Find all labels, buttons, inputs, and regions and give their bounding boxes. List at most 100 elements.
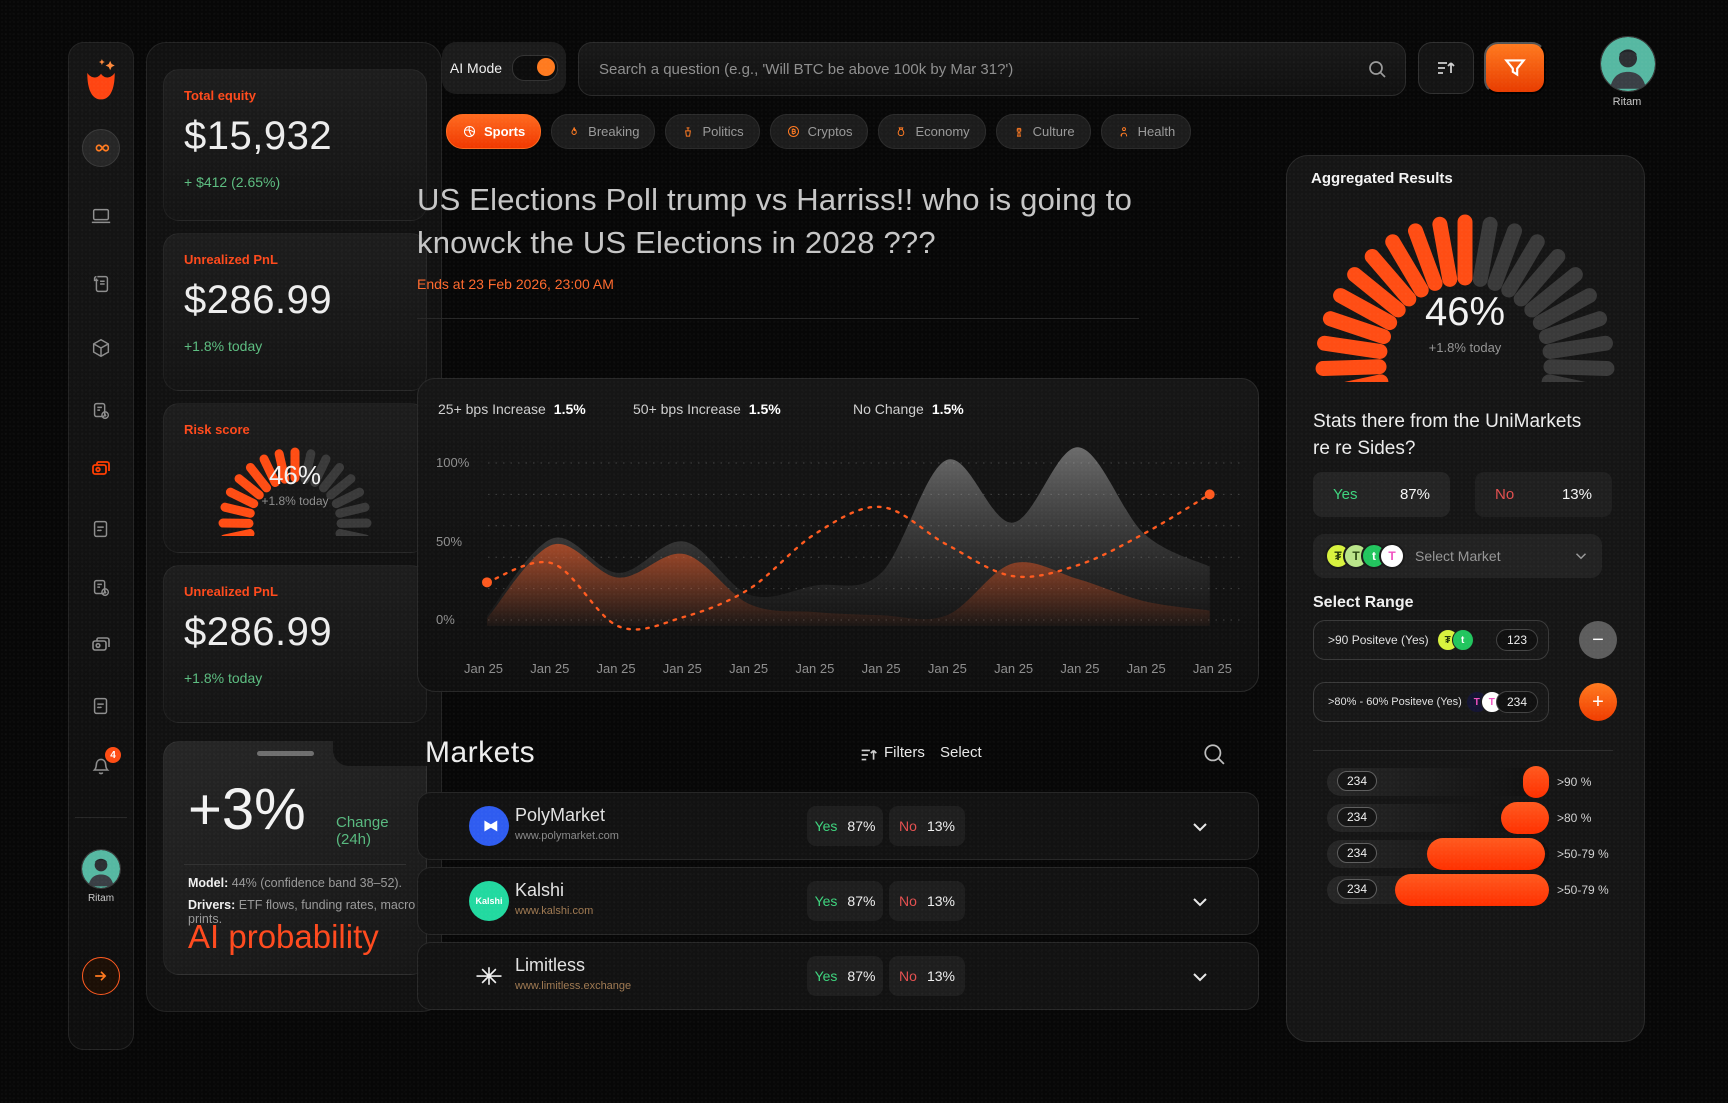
x-axis-label: Jan 25 <box>795 661 835 676</box>
legend-label: 50+ bps Increase <box>633 401 741 417</box>
nav-notifications[interactable]: 4 <box>89 747 121 777</box>
no-pill[interactable]: No 13% <box>889 881 965 921</box>
chip-cryptos[interactable]: Cryptos <box>769 114 869 149</box>
market-name: Kalshi <box>515 880 565 900</box>
bar-count: 234 <box>1337 879 1378 899</box>
risk-score-card[interactable]: Risk score 46% +1.8% today <box>163 403 427 553</box>
market-row-limitless[interactable]: Limitless www.limitless.exchange Yes 87%… <box>417 942 1259 1010</box>
unrealized-pnl-card[interactable]: Unrealized PnL $286.99 +1.8% today <box>163 233 427 391</box>
aggregated-heading: Aggregated Results <box>1311 170 1453 187</box>
aggregated-yes-button[interactable]: Yes 87% <box>1313 472 1450 517</box>
brand-logo[interactable] <box>79 57 123 107</box>
avatar-image <box>1601 37 1655 91</box>
unrealized-pnl-card-2[interactable]: Unrealized PnL $286.99 +1.8% today <box>163 565 427 723</box>
ai-probability-card[interactable]: +3% Change (24h) Model: 44% (confidence … <box>163 741 427 975</box>
market-url[interactable]: www.polymarket.com <box>515 830 619 842</box>
markets-select-button[interactable]: Select <box>940 744 982 761</box>
chevron-down-icon[interactable] <box>1188 965 1212 989</box>
nav-reports[interactable] <box>90 518 112 540</box>
markets-heading: Markets <box>425 736 536 769</box>
chip-economy[interactable]: Economy <box>878 114 986 149</box>
sort-button[interactable] <box>1418 42 1474 94</box>
drivers-label: Drivers: <box>188 898 236 912</box>
range-bar-row: 234 >50-79 % <box>1287 838 1644 870</box>
chip-label: Breaking <box>588 124 640 139</box>
cards-icon <box>92 461 110 475</box>
chip-sports[interactable]: Sports <box>446 114 542 149</box>
no-label: No <box>899 818 917 834</box>
remove-range-button[interactable]: − <box>1579 621 1617 659</box>
market-row-kalshi[interactable]: Kalshi Kalshi www.kalshi.com Yes 87% No … <box>417 867 1259 935</box>
gauge-value: 46% <box>1424 290 1506 334</box>
nav-wallet[interactable] <box>89 633 113 657</box>
sidebar-avatar[interactable] <box>81 849 121 889</box>
add-range-button[interactable]: + <box>1579 683 1617 721</box>
logout-button[interactable] <box>82 957 120 995</box>
bar-fill <box>1501 802 1549 834</box>
yes-label: Yes <box>814 968 838 984</box>
drag-handle[interactable] <box>257 751 314 756</box>
yes-value: 87% <box>847 893 876 909</box>
range-bar-row: 234 >50-79 % <box>1287 874 1644 906</box>
divider <box>1313 750 1613 751</box>
probability-chart-card: 25+ bps Increase 1.5% 50+ bps Increase 1… <box>417 378 1259 692</box>
range-row-90[interactable]: >90 Positeve (Yes) ₮ t 123 <box>1313 620 1549 660</box>
no-label: No <box>1495 486 1515 503</box>
nav-positions-active[interactable] <box>89 457 113 481</box>
nav-infinity[interactable] <box>82 129 120 167</box>
card-delta: + $412 (2.65%) <box>184 174 281 190</box>
aggregated-results-panel: Aggregated Results 46% +1.8% today Stats… <box>1286 155 1645 1042</box>
laptop-icon <box>91 208 111 224</box>
yes-pill[interactable]: Yes 87% <box>807 806 883 846</box>
legend-item: 50+ bps Increase 1.5% <box>633 401 781 417</box>
range-row-80-60[interactable]: >80% - 60% Positeve (Yes) T T 234 <box>1313 682 1549 722</box>
bar-fill <box>1426 838 1545 870</box>
total-equity-card[interactable]: Total equity $15,932 + $412 (2.65%) <box>163 69 427 221</box>
aggregated-no-button[interactable]: No 13% <box>1475 472 1612 517</box>
bar-track[interactable]: 234 <box>1327 838 1549 870</box>
nav-contracts[interactable] <box>90 695 112 717</box>
sidebar-user-name: Ritam <box>87 893 115 904</box>
yes-pill[interactable]: Yes 87% <box>807 881 883 921</box>
nav-schedule[interactable] <box>90 577 112 599</box>
market-url[interactable]: www.limitless.exchange <box>515 980 632 992</box>
filter-button[interactable] <box>1484 42 1546 94</box>
chevron-down-icon[interactable] <box>1188 890 1212 914</box>
chip-health[interactable]: Health <box>1100 114 1192 149</box>
minus-icon: − <box>1592 628 1604 651</box>
bitcoin-icon <box>786 124 801 139</box>
nav-terminal[interactable] <box>90 205 112 227</box>
chevron-down-icon[interactable] <box>1188 815 1212 839</box>
nav-assets[interactable] <box>90 337 112 359</box>
cube-icon <box>92 338 110 358</box>
market-url[interactable]: www.kalshi.com <box>515 905 594 917</box>
search-icon[interactable] <box>1365 57 1389 81</box>
chip-label: Health <box>1137 124 1176 139</box>
limitless-logo-icon <box>469 956 509 996</box>
markets-filters-button[interactable]: Filters <box>884 744 925 761</box>
market-row-polymarket[interactable]: PolyMarket www.polymarket.com Yes 87% No… <box>417 792 1259 860</box>
yes-pill[interactable]: Yes 87% <box>807 956 883 996</box>
nav-history[interactable] <box>90 273 112 295</box>
ai-mode-control: AI Mode <box>442 42 566 94</box>
card-value: $286.99 <box>184 610 333 654</box>
bar-track[interactable]: 234 <box>1327 874 1549 906</box>
yes-value: 87% <box>1399 486 1430 503</box>
no-pill[interactable]: No 13% <box>889 956 965 996</box>
markets-search-icon[interactable] <box>1200 740 1228 768</box>
select-market-dropdown[interactable]: ₮ T t T Select Market <box>1313 534 1602 578</box>
ai-mode-toggle[interactable] <box>512 55 559 81</box>
chip-culture[interactable]: Culture <box>995 114 1091 149</box>
search-input[interactable] <box>597 43 1341 95</box>
markets-sort-icon[interactable] <box>858 744 880 766</box>
x-axis-label: Jan 25 <box>927 661 967 676</box>
chip-politics[interactable]: Politics <box>665 114 760 149</box>
x-axis-label: Jan 25 <box>464 661 504 676</box>
bar-track[interactable]: 234 <box>1327 766 1549 798</box>
card-label: Total equity <box>184 88 256 103</box>
bar-track[interactable]: 234 <box>1327 802 1549 834</box>
chip-breaking[interactable]: Breaking <box>551 114 656 149</box>
no-pill[interactable]: No 13% <box>889 806 965 846</box>
topbar-avatar[interactable] <box>1600 36 1656 92</box>
nav-orders-pending[interactable] <box>90 400 112 422</box>
